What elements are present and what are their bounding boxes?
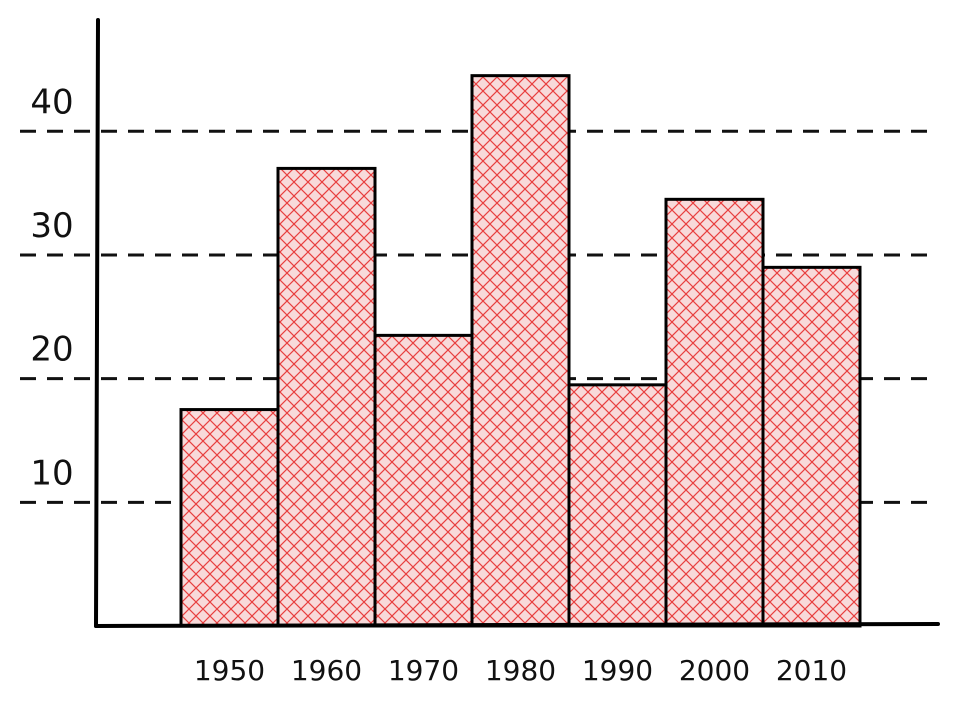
y-tick-label-20: 20 <box>30 330 73 370</box>
bars <box>179 74 862 628</box>
bar-2010 <box>761 265 862 628</box>
x-tick-label-1960: 1960 <box>291 654 362 687</box>
bar-2000 <box>664 197 765 628</box>
x-tick-label-1990: 1990 <box>582 654 653 687</box>
x-tick-label-1970: 1970 <box>388 654 459 687</box>
x-tick-label-1980: 1980 <box>485 654 556 687</box>
x-axis <box>94 622 940 628</box>
y-axis <box>94 18 100 628</box>
x-tick-label-2000: 2000 <box>679 654 750 687</box>
bar-1980 <box>470 74 571 628</box>
x-tick-labels: 1950 1960 1970 1980 1990 2000 2010 <box>194 654 847 687</box>
y-tick-labels: 10 20 30 40 <box>30 82 73 493</box>
y-tick-label-30: 30 <box>30 206 73 246</box>
axes <box>94 18 940 628</box>
bar-1990 <box>567 383 668 628</box>
bar-1950 <box>179 408 280 628</box>
x-tick-label-2010: 2010 <box>776 654 847 687</box>
bar-1960 <box>276 166 377 628</box>
y-tick-label-40: 40 <box>30 82 73 122</box>
bar-1970 <box>373 333 474 628</box>
x-tick-label-1950: 1950 <box>194 654 265 687</box>
y-tick-label-10: 10 <box>30 453 73 493</box>
